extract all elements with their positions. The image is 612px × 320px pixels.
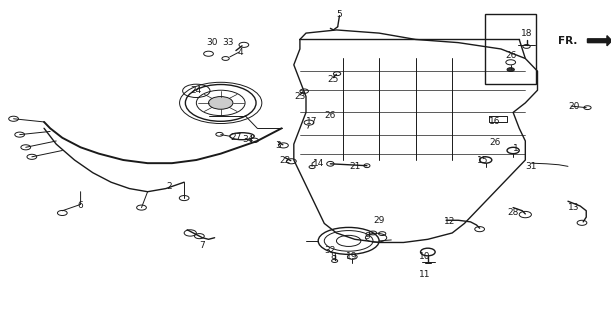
Text: 22: 22: [279, 156, 290, 164]
Text: 5: 5: [337, 10, 342, 19]
Text: 10: 10: [419, 252, 431, 261]
Text: 31: 31: [526, 162, 537, 171]
Text: 13: 13: [569, 203, 580, 212]
Text: 7: 7: [200, 241, 205, 250]
Bar: [485, 14, 536, 84]
Text: 28: 28: [507, 208, 519, 217]
Text: 16: 16: [489, 117, 501, 126]
Text: 21: 21: [349, 162, 360, 171]
Text: 27: 27: [230, 133, 242, 142]
Text: 20: 20: [569, 101, 580, 111]
Text: 11: 11: [419, 270, 431, 279]
Text: 29: 29: [373, 216, 385, 225]
Text: 2: 2: [166, 182, 172, 191]
Text: 26: 26: [325, 111, 336, 120]
Circle shape: [507, 68, 514, 71]
Text: FR.: FR.: [558, 36, 577, 46]
Text: 3: 3: [276, 141, 282, 150]
Text: 25: 25: [328, 75, 339, 84]
Text: 12: 12: [444, 217, 455, 226]
Text: 14: 14: [313, 159, 324, 168]
Text: 23: 23: [294, 92, 305, 101]
Text: 26: 26: [489, 138, 501, 147]
Text: 30: 30: [206, 38, 217, 47]
Text: 17: 17: [307, 117, 318, 126]
Text: 6: 6: [78, 202, 83, 211]
Text: 34: 34: [242, 135, 254, 144]
Text: 19: 19: [346, 252, 357, 261]
Text: 9: 9: [364, 232, 370, 241]
Text: 33: 33: [222, 38, 234, 47]
Text: 18: 18: [521, 28, 532, 38]
Text: 8: 8: [330, 252, 336, 261]
Polygon shape: [588, 36, 612, 46]
Text: 1: 1: [513, 144, 519, 153]
Text: 32: 32: [325, 246, 336, 255]
Text: 15: 15: [477, 156, 488, 164]
Circle shape: [209, 97, 233, 109]
Text: 26: 26: [505, 51, 517, 60]
Text: 4: 4: [237, 48, 243, 57]
Text: 24: 24: [191, 86, 202, 95]
